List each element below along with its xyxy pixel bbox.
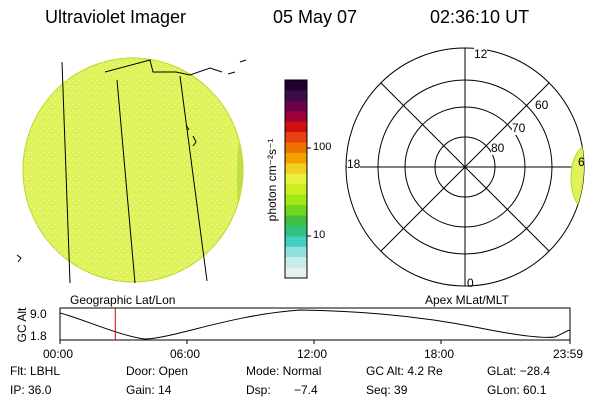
colorbar-swatch	[285, 111, 307, 123]
longitude-lines	[61, 61, 208, 284]
time-label: 02:36:10 UT	[430, 7, 530, 27]
colorbar-swatch	[285, 194, 307, 206]
colorbar-swatch	[285, 100, 307, 112]
colorbar-swatch	[285, 163, 307, 175]
x-tick-2359: 23:59	[553, 347, 584, 361]
colorbar-swatch	[285, 132, 307, 144]
colorbar-swatch	[285, 246, 307, 258]
lat-60-label: 60	[535, 98, 549, 112]
colorbar-swatch	[285, 90, 307, 102]
colorbar-swatch	[285, 267, 307, 279]
altitude-y-max: 9.0	[30, 307, 47, 321]
x-tick-0000: 00:00	[43, 347, 74, 361]
info-door: Door: Open	[126, 364, 189, 378]
date-label: 05 May 07	[273, 7, 358, 27]
info-ip: IP: 36.0	[10, 383, 52, 397]
colorbar-swatch	[285, 121, 307, 133]
colorbar-swatch	[285, 173, 307, 185]
altitude-curve	[59, 309, 571, 340]
colorbar-swatch	[285, 236, 307, 248]
info-flt: Flt: LBHL	[10, 364, 61, 378]
earth-disk	[22, 57, 244, 283]
colorbar-swatch	[285, 215, 307, 227]
colorbar-tick-100: 100	[313, 141, 332, 153]
coastline	[16, 59, 247, 263]
colorbar-swatch	[285, 257, 307, 269]
lat-70-label: 70	[512, 121, 526, 135]
info-gc-alt: GC Alt: 4.2 Re	[366, 364, 443, 378]
mlt-6-label: 6	[578, 155, 585, 169]
x-tick-1200: 12:00	[297, 347, 328, 361]
colorbar-swatch	[285, 184, 307, 196]
colorbar-tick-10: 10	[313, 229, 326, 241]
info-seq: Seq: 39	[366, 383, 408, 397]
instrument-title: Ultraviolet Imager	[45, 7, 187, 27]
info-glon: GLon: 60.1	[487, 383, 547, 397]
colorbar-swatch	[285, 80, 307, 91]
colorbar-swatch	[285, 142, 307, 154]
info-dsp: Dsp:	[246, 383, 271, 397]
altitude-axis-label: GC Alt	[15, 307, 29, 343]
lat-80-label: 80	[491, 141, 505, 155]
x-tick-0600: 06:00	[170, 347, 201, 361]
x-tick-1800: 18:00	[424, 347, 455, 361]
colorbar-unit-label: photon cm⁻²s⁻¹	[265, 138, 279, 222]
info-dsp-value: −7.4	[294, 383, 318, 397]
colorbar-swatch	[285, 225, 307, 237]
colorbar-swatches	[285, 80, 307, 279]
altitude-y-min: 1.8	[30, 329, 47, 343]
info-glat: GLat: −28.4	[487, 364, 551, 378]
info-mode: Mode: Normal	[246, 364, 322, 378]
colorbar-swatch	[285, 205, 307, 216]
mlt-18-label: 18	[347, 157, 361, 171]
geographic-caption: Geographic Lat/Lon	[70, 293, 176, 307]
dayside-glow	[570, 145, 584, 211]
mlt-0-label: 0	[467, 276, 474, 290]
colorbar-swatch	[285, 152, 307, 164]
apex-caption: Apex MLat/MLT	[425, 293, 509, 307]
info-gain: Gain: 14	[126, 383, 172, 397]
mlt-12-label: 12	[474, 47, 488, 61]
